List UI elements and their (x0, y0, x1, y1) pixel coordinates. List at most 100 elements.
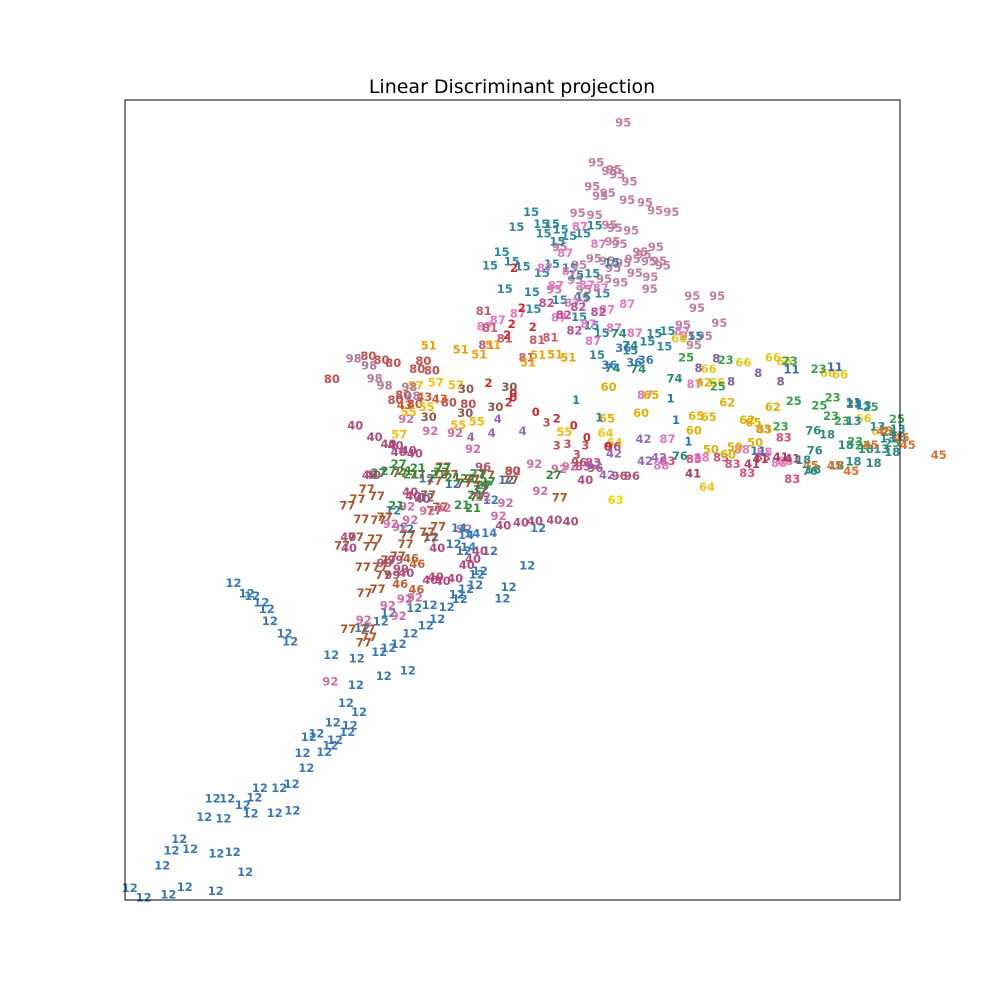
point-label-40: 40 (546, 513, 562, 527)
point-label-83: 83 (776, 431, 792, 445)
point-label-25: 25 (889, 412, 905, 426)
point-label-95: 95 (612, 275, 628, 289)
point-label-92: 92 (551, 462, 567, 476)
point-label-62: 62 (696, 375, 712, 389)
point-label-27: 27 (380, 464, 396, 478)
point-label-30: 30 (501, 380, 517, 394)
point-label-95: 95 (571, 258, 587, 272)
point-label-40: 40 (435, 574, 451, 588)
point-label-95: 95 (642, 270, 658, 284)
point-label-83: 83 (756, 422, 772, 436)
point-label-12: 12 (171, 832, 187, 846)
point-label-66: 66 (765, 351, 781, 365)
point-label-77: 77 (426, 503, 442, 517)
point-label-15: 15 (524, 285, 540, 299)
point-label-95: 95 (570, 206, 586, 220)
point-label-92: 92 (383, 517, 399, 531)
point-label-12: 12 (215, 811, 231, 825)
point-label-77: 77 (400, 527, 416, 541)
point-label-8: 8 (694, 361, 702, 375)
point-label-12: 12 (472, 564, 488, 578)
point-label-96: 96 (605, 439, 621, 453)
point-label-92: 92 (526, 457, 542, 471)
point-label-15: 15 (584, 267, 600, 281)
point-label-80: 80 (504, 464, 520, 478)
point-label-65: 65 (745, 415, 761, 429)
point-label-12: 12 (325, 715, 341, 729)
point-label-57: 57 (448, 378, 464, 392)
point-label-12: 12 (323, 648, 339, 662)
point-label-99: 99 (393, 562, 409, 576)
point-label-2: 2 (510, 261, 518, 275)
point-label-12: 12 (373, 615, 389, 629)
point-label-77: 77 (432, 500, 448, 514)
point-label-12: 12 (458, 582, 474, 596)
point-label-95: 95 (576, 283, 592, 297)
point-label-15: 15 (659, 324, 675, 338)
point-label-95: 95 (592, 189, 608, 203)
point-label-87: 87 (551, 311, 567, 325)
point-label-77: 77 (419, 525, 435, 539)
point-label-40: 40 (398, 566, 414, 580)
point-label-12: 12 (494, 591, 510, 605)
point-label-77: 77 (339, 499, 355, 513)
point-label-40: 40 (447, 571, 463, 585)
point-label-45: 45 (827, 459, 843, 473)
point-label-15: 15 (482, 259, 498, 273)
point-label-12: 12 (239, 587, 255, 601)
point-label-45: 45 (803, 459, 819, 473)
point-label-46: 46 (392, 577, 408, 591)
point-label-40: 40 (465, 552, 481, 566)
point-label-95: 95 (675, 318, 691, 332)
point-label-60: 60 (686, 423, 702, 437)
point-label-12: 12 (237, 865, 253, 879)
point-label-55: 55 (401, 405, 417, 419)
point-label-83: 83 (784, 472, 800, 486)
point-label-12: 12 (418, 619, 434, 633)
point-label-77: 77 (456, 476, 472, 490)
point-label-12: 12 (322, 739, 338, 753)
point-label-42: 42 (606, 447, 622, 461)
point-label-0: 0 (532, 405, 540, 419)
point-label-12: 12 (308, 727, 324, 741)
point-label-57: 57 (428, 375, 444, 389)
point-label-80: 80 (441, 395, 457, 409)
point-label-95: 95 (619, 193, 635, 207)
point-label-13: 13 (890, 422, 906, 436)
point-label-77: 77 (360, 622, 376, 636)
point-label-95: 95 (605, 261, 621, 275)
point-label-95: 95 (697, 329, 713, 343)
point-label-42: 42 (637, 454, 653, 468)
point-label-12: 12 (467, 578, 483, 592)
point-label-12: 12 (154, 859, 170, 873)
point-label-87: 87 (674, 324, 690, 338)
point-label-45: 45 (843, 464, 859, 478)
point-label-95: 95 (609, 167, 625, 181)
point-label-25: 25 (710, 379, 726, 393)
point-label-95: 95 (599, 254, 615, 268)
point-label-95: 95 (632, 245, 648, 259)
point-label-60: 60 (633, 406, 649, 420)
point-label-80: 80 (424, 363, 440, 377)
point-label-40: 40 (367, 430, 383, 444)
point-label-95: 95 (600, 186, 616, 200)
point-label-12: 12 (456, 544, 472, 558)
point-label-18: 18 (819, 427, 835, 441)
point-label-77: 77 (470, 490, 486, 504)
point-label-12: 12 (376, 669, 392, 683)
point-label-12: 12 (439, 600, 455, 614)
point-label-14: 14 (481, 526, 497, 540)
point-label-98: 98 (401, 380, 417, 394)
point-label-15: 15 (562, 261, 578, 275)
point-label-2: 2 (529, 320, 537, 334)
point-label-77: 77 (430, 519, 446, 533)
point-label-14: 14 (464, 527, 480, 541)
point-label-77: 77 (503, 473, 519, 487)
point-label-92: 92 (419, 504, 435, 518)
point-label-81: 81 (529, 333, 545, 347)
point-label-18: 18 (866, 456, 882, 470)
point-label-77: 77 (380, 553, 396, 567)
point-label-0: 0 (509, 391, 517, 405)
point-label-14: 14 (458, 528, 474, 542)
